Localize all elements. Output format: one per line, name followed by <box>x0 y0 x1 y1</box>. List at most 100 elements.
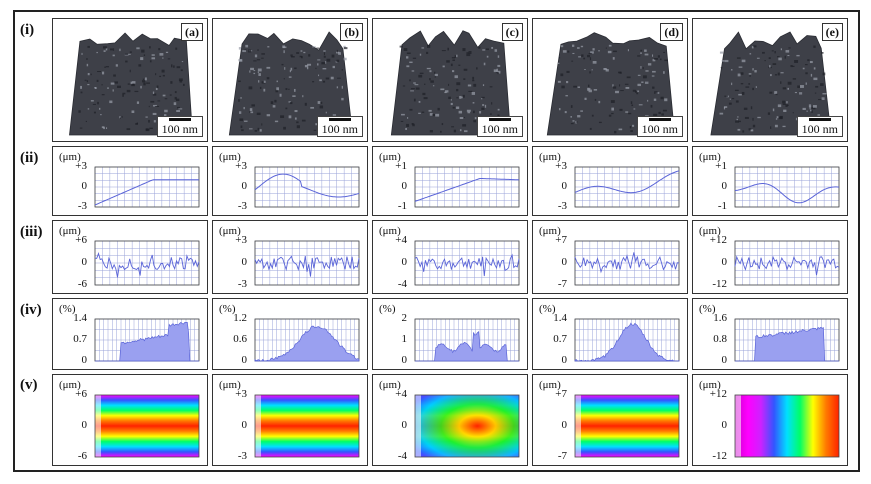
plot-area <box>94 166 200 208</box>
unit-label: (μm) <box>59 379 81 391</box>
plot-area <box>94 240 200 286</box>
y-tick-label: +3 <box>75 160 87 172</box>
scale-bar-label: 100 nm <box>316 116 363 137</box>
profile-panel: (μm) +3 0 -3 <box>212 146 368 216</box>
surface-panel: (e) 100 nm <box>692 18 848 142</box>
scale-text: 100 nm <box>481 122 518 136</box>
surface-panel: (c) 100 nm <box>372 18 528 142</box>
colormap-panel: (μm) +6 0 -6 <box>52 374 208 466</box>
scale-bar <box>808 118 831 121</box>
y-tick-label: -4 <box>397 450 407 462</box>
plot-area <box>574 240 680 286</box>
colormap-panel: (μm) +7 0 -7 <box>532 374 688 466</box>
row-label-i: (i) <box>20 22 35 38</box>
plot-area <box>94 394 200 458</box>
unit-label: (μm) <box>379 379 401 391</box>
y-tick-label: -3 <box>237 200 247 212</box>
row-label-iv: (iv) <box>20 302 42 318</box>
unit-label: (μm) <box>699 379 721 391</box>
y-tick-label: +1 <box>715 160 727 172</box>
scale-bar <box>648 118 671 121</box>
surface-render <box>710 31 832 136</box>
y-tick-label: +4 <box>395 234 407 246</box>
scale-text: 100 nm <box>801 122 838 136</box>
y-tick-label: 0 <box>401 419 408 431</box>
panel-letter: (c) <box>501 23 523 41</box>
y-tick-label: +3 <box>235 388 247 400</box>
surface-render <box>228 31 354 136</box>
row-label-v: (v) <box>20 377 38 393</box>
profile-panel: (μm) +1 0 -1 <box>692 146 848 216</box>
plot-area <box>734 166 840 208</box>
y-tick-label: 0 <box>721 180 728 192</box>
plot-area <box>414 166 520 208</box>
surface-render <box>390 30 512 136</box>
y-tick-label: +6 <box>75 388 87 400</box>
unit-label: (μm) <box>219 225 241 237</box>
distribution-panel: (%) 1.4 0.7 0 <box>532 298 688 370</box>
plot-area <box>94 318 200 362</box>
y-tick-label: 0 <box>81 419 88 431</box>
panel-letter: (d) <box>660 23 683 41</box>
y-tick-label: 2 <box>401 312 408 324</box>
distribution-panel: (%) 1.2 0.6 0 <box>212 298 368 370</box>
distribution-panel: (%) 2 1 0 <box>372 298 528 370</box>
surface-render <box>69 32 193 136</box>
unit-label: (%) <box>699 303 716 315</box>
y-tick-label: 0.8 <box>713 333 727 345</box>
y-tick-label: +7 <box>555 234 567 246</box>
y-tick-label: 0 <box>561 256 568 268</box>
y-tick-label: 0 <box>401 354 408 366</box>
colormap-panel: (μm) +3 0 -3 <box>212 374 368 466</box>
distribution-panel: (%) 1.6 0.8 0 <box>692 298 848 370</box>
y-tick-label: 0.7 <box>553 333 567 345</box>
plot-area <box>414 240 520 286</box>
y-tick-label: 0 <box>721 419 728 431</box>
scale-bar-label: 100 nm <box>796 116 843 137</box>
y-tick-label: -12 <box>712 450 727 462</box>
y-tick-label: +7 <box>555 388 567 400</box>
y-tick-label: +12 <box>709 388 727 400</box>
plot-area <box>574 394 680 458</box>
unit-label: (μm) <box>59 151 81 163</box>
row-label-iii: (iii) <box>20 224 43 240</box>
y-tick-label: +6 <box>75 234 87 246</box>
unit-label: (%) <box>59 303 76 315</box>
y-tick-label: +1 <box>395 160 407 172</box>
y-tick-label: -3 <box>77 200 87 212</box>
y-tick-label: +3 <box>235 234 247 246</box>
y-tick-label: -1 <box>397 200 407 212</box>
profile-panel: (μm) +3 0 -3 <box>52 146 208 216</box>
y-tick-label: 0 <box>721 354 728 366</box>
scale-bar <box>328 118 351 121</box>
panel-letter: (a) <box>181 23 203 41</box>
y-tick-label: +12 <box>709 234 727 246</box>
unit-label: (μm) <box>699 151 721 163</box>
y-tick-label: +4 <box>395 388 407 400</box>
plot-area <box>574 318 680 362</box>
y-tick-label: -6 <box>77 278 87 290</box>
plot-area <box>254 166 360 208</box>
row-label-ii: (ii) <box>20 150 39 166</box>
y-tick-label: +3 <box>235 160 247 172</box>
y-tick-label: -4 <box>397 278 407 290</box>
scale-text: 100 nm <box>641 122 678 136</box>
y-tick-label: -7 <box>557 278 567 290</box>
y-tick-label: 1.6 <box>713 312 727 324</box>
y-tick-label: 1.4 <box>73 312 87 324</box>
y-tick-label: -3 <box>237 450 247 462</box>
y-tick-label: 0 <box>241 354 248 366</box>
y-tick-label: -7 <box>557 450 567 462</box>
scale-text: 100 nm <box>321 122 358 136</box>
y-tick-label: 0 <box>81 180 88 192</box>
scale-bar-label: 100 nm <box>156 116 203 137</box>
y-tick-label: 0 <box>401 180 408 192</box>
scale-bar-label: 100 nm <box>476 116 523 137</box>
y-tick-label: -3 <box>237 278 247 290</box>
scale-bar <box>488 118 511 121</box>
y-tick-label: 1.4 <box>553 312 567 324</box>
y-tick-label: -3 <box>557 200 567 212</box>
panel-letter: (e) <box>821 23 843 41</box>
profile-panel: (μm) +3 0 -3 <box>532 146 688 216</box>
y-tick-label: 0 <box>241 256 248 268</box>
